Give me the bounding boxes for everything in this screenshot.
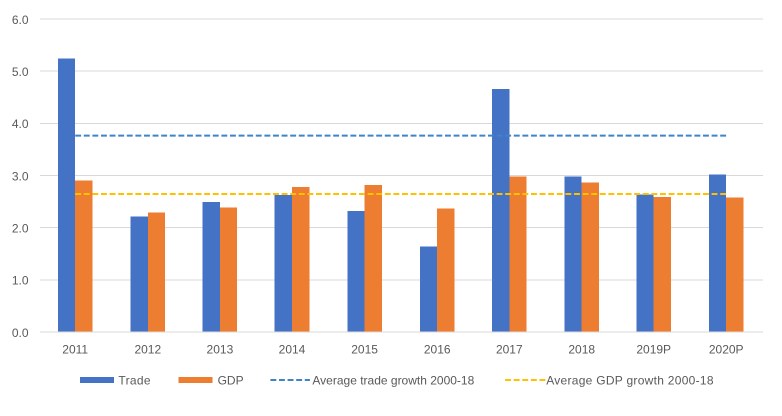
svg-text:0.0: 0.0 bbox=[12, 326, 29, 340]
svg-text:3.0: 3.0 bbox=[12, 169, 29, 183]
svg-text:GDP: GDP bbox=[218, 373, 244, 387]
svg-text:2017: 2017 bbox=[496, 343, 523, 357]
svg-text:2013: 2013 bbox=[207, 343, 234, 357]
svg-text:Average GDP growth 2000-18: Average GDP growth 2000-18 bbox=[546, 373, 714, 387]
svg-text:2020P: 2020P bbox=[709, 343, 744, 357]
svg-text:2015: 2015 bbox=[351, 343, 378, 357]
svg-text:2014: 2014 bbox=[279, 343, 306, 357]
svg-text:2018: 2018 bbox=[568, 343, 595, 357]
svg-text:2012: 2012 bbox=[134, 343, 161, 357]
svg-text:Average trade growth 2000-18: Average trade growth 2000-18 bbox=[312, 373, 474, 387]
svg-text:5.0: 5.0 bbox=[12, 65, 29, 79]
svg-text:4.0: 4.0 bbox=[12, 117, 29, 131]
svg-text:2.0: 2.0 bbox=[12, 222, 29, 236]
svg-text:2011: 2011 bbox=[62, 343, 88, 357]
svg-text:Trade: Trade bbox=[118, 373, 150, 387]
svg-text:2016: 2016 bbox=[424, 343, 451, 357]
svg-text:6.0: 6.0 bbox=[12, 13, 29, 27]
svg-text:1.0: 1.0 bbox=[12, 274, 29, 288]
svg-text:2019P: 2019P bbox=[636, 343, 671, 357]
